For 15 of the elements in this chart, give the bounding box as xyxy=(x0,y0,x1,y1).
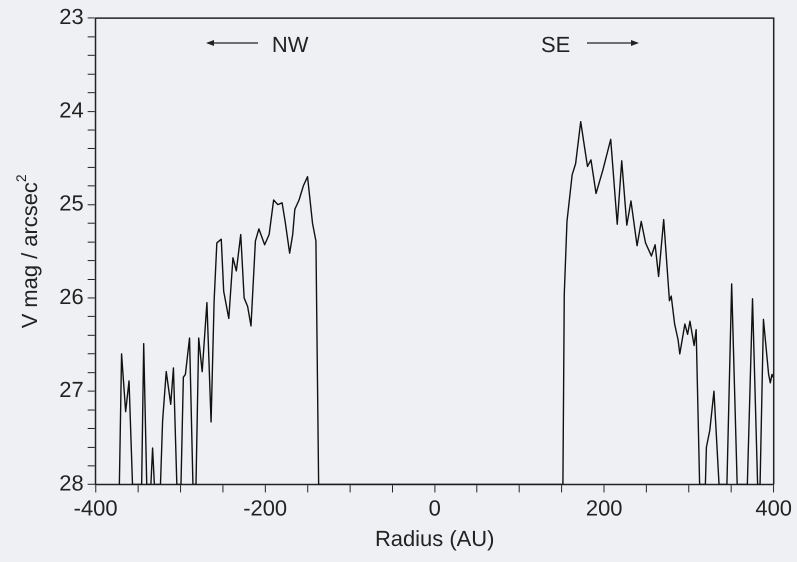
x-tick-label: 400 xyxy=(755,496,792,521)
annotation: NW xyxy=(272,32,309,57)
y-tick-label: 23 xyxy=(59,4,84,30)
x-tick-label: 0 xyxy=(428,496,441,521)
y-tick-label: 24 xyxy=(59,97,84,122)
annotation: SE xyxy=(541,32,570,57)
y-tick-label: 26 xyxy=(59,284,84,309)
x-tick-label: 200 xyxy=(586,496,622,521)
y-tick-label: 27 xyxy=(59,377,84,402)
x-tick-label: -400 xyxy=(74,496,118,521)
y-axis-title: V mag / arcsec2 xyxy=(12,174,42,328)
y-tick-label: 25 xyxy=(59,190,84,216)
x-axis-title: Radius (AU) xyxy=(374,526,494,551)
x-tick-label: -200 xyxy=(243,496,288,521)
y-tick-label: 28 xyxy=(59,470,84,496)
